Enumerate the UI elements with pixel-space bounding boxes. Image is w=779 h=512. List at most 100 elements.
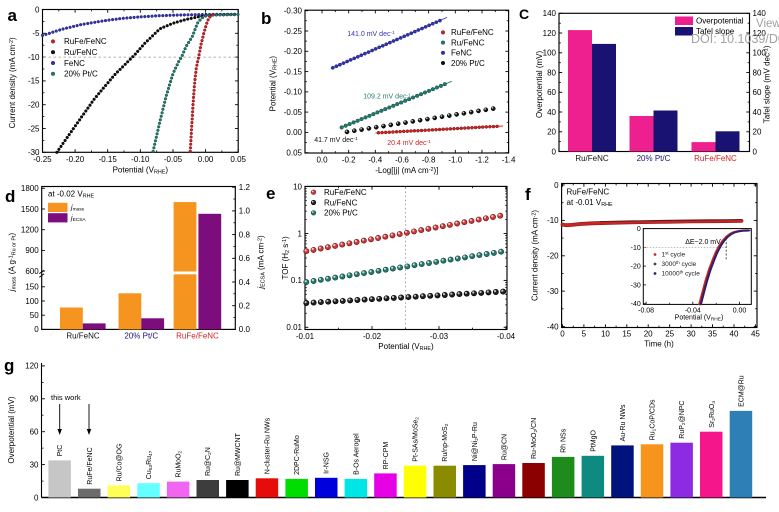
svg-text:Tafel slope: Tafel slope	[696, 27, 735, 36]
svg-text:-0.20: -0.20	[66, 155, 85, 164]
svg-text:d: d	[5, 187, 15, 206]
svg-text:-0.05: -0.05	[284, 108, 303, 117]
svg-text:Ru/FeNC: Ru/FeNC	[324, 198, 358, 207]
svg-text:141.0 mV dec-1: 141.0 mV dec-1	[347, 30, 395, 38]
svg-text:RuFe/FeNC: RuFe/FeNC	[694, 154, 737, 163]
svg-text:View Article Online: View Article Online	[756, 18, 779, 30]
svg-text:-10: -10	[28, 53, 40, 62]
svg-text:jmass (A g-1Ru or Pt): jmass (A g-1Ru or Pt)	[8, 232, 18, 292]
svg-text:Ru-MoO2/CN: Ru-MoO2/CN	[531, 418, 539, 459]
svg-text:0.05: 0.05	[230, 155, 246, 164]
svg-text:ΔE~2.0 mV: ΔE~2.0 mV	[685, 239, 721, 246]
svg-text:20% Pt/C: 20% Pt/C	[324, 209, 358, 218]
svg-text:25: 25	[665, 330, 674, 339]
svg-text:0.01: 0.01	[286, 323, 302, 332]
svg-text:Overpotential: Overpotential	[696, 17, 744, 26]
svg-text:0.2: 0.2	[239, 302, 251, 311]
svg-text:40: 40	[753, 108, 762, 117]
svg-text:0.4: 0.4	[239, 278, 251, 287]
svg-text:140: 140	[543, 9, 557, 18]
svg-text:20: 20	[644, 330, 653, 339]
svg-text:10000th cycle: 10000th cycle	[662, 270, 701, 278]
svg-text:-0.8: -0.8	[422, 156, 436, 165]
svg-text:120: 120	[25, 362, 39, 371]
svg-text:-30: -30	[547, 287, 559, 296]
svg-text:Ru@C2N: Ru@C2N	[205, 447, 213, 476]
svg-text:0.8: 0.8	[239, 230, 251, 239]
svg-text:Ru@MWCNT: Ru@MWCNT	[235, 432, 242, 476]
svg-text:20% Pt/C: 20% Pt/C	[124, 331, 158, 340]
svg-text:Potential (VRHE): Potential (VRHE)	[269, 56, 279, 112]
svg-text:Ru/FeNC: Ru/FeNC	[451, 38, 485, 47]
svg-text:0: 0	[552, 147, 557, 156]
svg-text:20% Pt/C: 20% Pt/C	[637, 154, 671, 163]
svg-text:Overpotential (mV): Overpotential (mV)	[535, 51, 544, 118]
svg-text:1500: 1500	[21, 205, 39, 214]
svg-text:B-Os Aerogel: B-Os Aerogel	[353, 433, 360, 475]
svg-text:Ru/FeNC: Ru/FeNC	[575, 154, 609, 163]
svg-text:f: f	[525, 185, 531, 204]
svg-text:45: 45	[751, 330, 760, 339]
svg-text:60: 60	[547, 88, 556, 97]
svg-text:30: 30	[30, 460, 39, 469]
svg-text:-0.15: -0.15	[284, 67, 303, 76]
svg-text:0.00: 0.00	[198, 155, 214, 164]
svg-text:Ru/FeNC: Ru/FeNC	[66, 331, 100, 340]
svg-text:-1.4: -1.4	[502, 156, 516, 165]
svg-text:50: 50	[30, 311, 39, 320]
svg-text:-0.6: -0.6	[395, 156, 409, 165]
svg-text:Pt-SAs/MoSe2: Pt-SAs/MoSe2	[413, 417, 421, 462]
svg-text:-10: -10	[547, 216, 559, 225]
svg-text:20: 20	[753, 128, 762, 137]
svg-text:1800: 1800	[21, 184, 39, 193]
svg-text:100: 100	[753, 49, 767, 58]
svg-text:jECSA (mA cm-2): jECSA (mA cm-2)	[257, 235, 267, 290]
svg-text:Potential (VRHE): Potential (VRHE)	[378, 342, 434, 352]
svg-text:2DPC-RuMo: 2DPC-RuMo	[294, 435, 301, 475]
svg-text:Ru/np-MoS2: Ru/np-MoS2	[442, 423, 450, 461]
svg-text:1.2: 1.2	[239, 183, 251, 192]
svg-text:Ir-NSG: Ir-NSG	[324, 452, 331, 474]
svg-text:RuFe/FeNC: RuFe/FeNC	[451, 28, 494, 37]
svg-text:0: 0	[637, 226, 641, 233]
svg-text:Rh NSs: Rh NSs	[561, 428, 568, 453]
svg-text:-30: -30	[28, 148, 40, 157]
svg-text:-0.25: -0.25	[284, 27, 303, 36]
svg-text:Overpotential (mV): Overpotential (mV)	[7, 396, 16, 463]
svg-text:109.2 mV dec-1: 109.2 mV dec-1	[363, 93, 411, 101]
svg-text:RuFe/FeNC: RuFe/FeNC	[176, 331, 219, 340]
svg-text:Time (h): Time (h)	[644, 340, 674, 349]
svg-text:-20: -20	[28, 101, 40, 110]
svg-text:41.7 mV dec-1: 41.7 mV dec-1	[314, 136, 358, 144]
svg-text:Ru@CN: Ru@CN	[501, 434, 508, 460]
svg-text:-40: -40	[631, 301, 641, 308]
svg-text:this work: this work	[51, 393, 81, 402]
svg-text:-15: -15	[28, 77, 40, 86]
svg-text:-0.30: -0.30	[284, 7, 303, 16]
svg-text:-25: -25	[28, 124, 40, 133]
svg-text:10: 10	[601, 330, 610, 339]
svg-text:-0.2: -0.2	[342, 156, 356, 165]
svg-text:120: 120	[543, 29, 557, 38]
svg-text:0.0: 0.0	[239, 325, 251, 334]
svg-text:-0.08: -0.08	[638, 307, 654, 314]
svg-text:-1.2: -1.2	[475, 156, 489, 165]
svg-text:0: 0	[35, 5, 40, 14]
svg-text:100: 100	[25, 297, 39, 306]
svg-text:0.00: 0.00	[733, 307, 747, 314]
svg-text:Cu53Ru47: Cu53Ru47	[146, 450, 154, 479]
svg-text:5: 5	[582, 330, 587, 339]
svg-text:Potential (VRHE): Potential (VRHE)	[675, 315, 724, 323]
svg-text:at -0.01 VRHE: at -0.01 VRHE	[567, 198, 613, 208]
svg-text:15: 15	[622, 330, 631, 339]
svg-text:-Log[|j| (mA cm-2)]: -Log[|j| (mA cm-2)]	[375, 166, 438, 175]
svg-text:-1.0: -1.0	[448, 156, 462, 165]
svg-text:20% Pt/C: 20% Pt/C	[451, 59, 485, 68]
svg-text:PtMgO: PtMgO	[590, 429, 597, 451]
svg-text:100: 100	[543, 49, 557, 58]
svg-text:900: 900	[25, 246, 39, 255]
svg-text:-10: -10	[631, 245, 641, 252]
svg-text:Sr2RuO4: Sr2RuO4	[709, 401, 717, 428]
svg-text:RuMoO2: RuMoO2	[176, 450, 184, 477]
svg-text:-0.4: -0.4	[368, 156, 382, 165]
